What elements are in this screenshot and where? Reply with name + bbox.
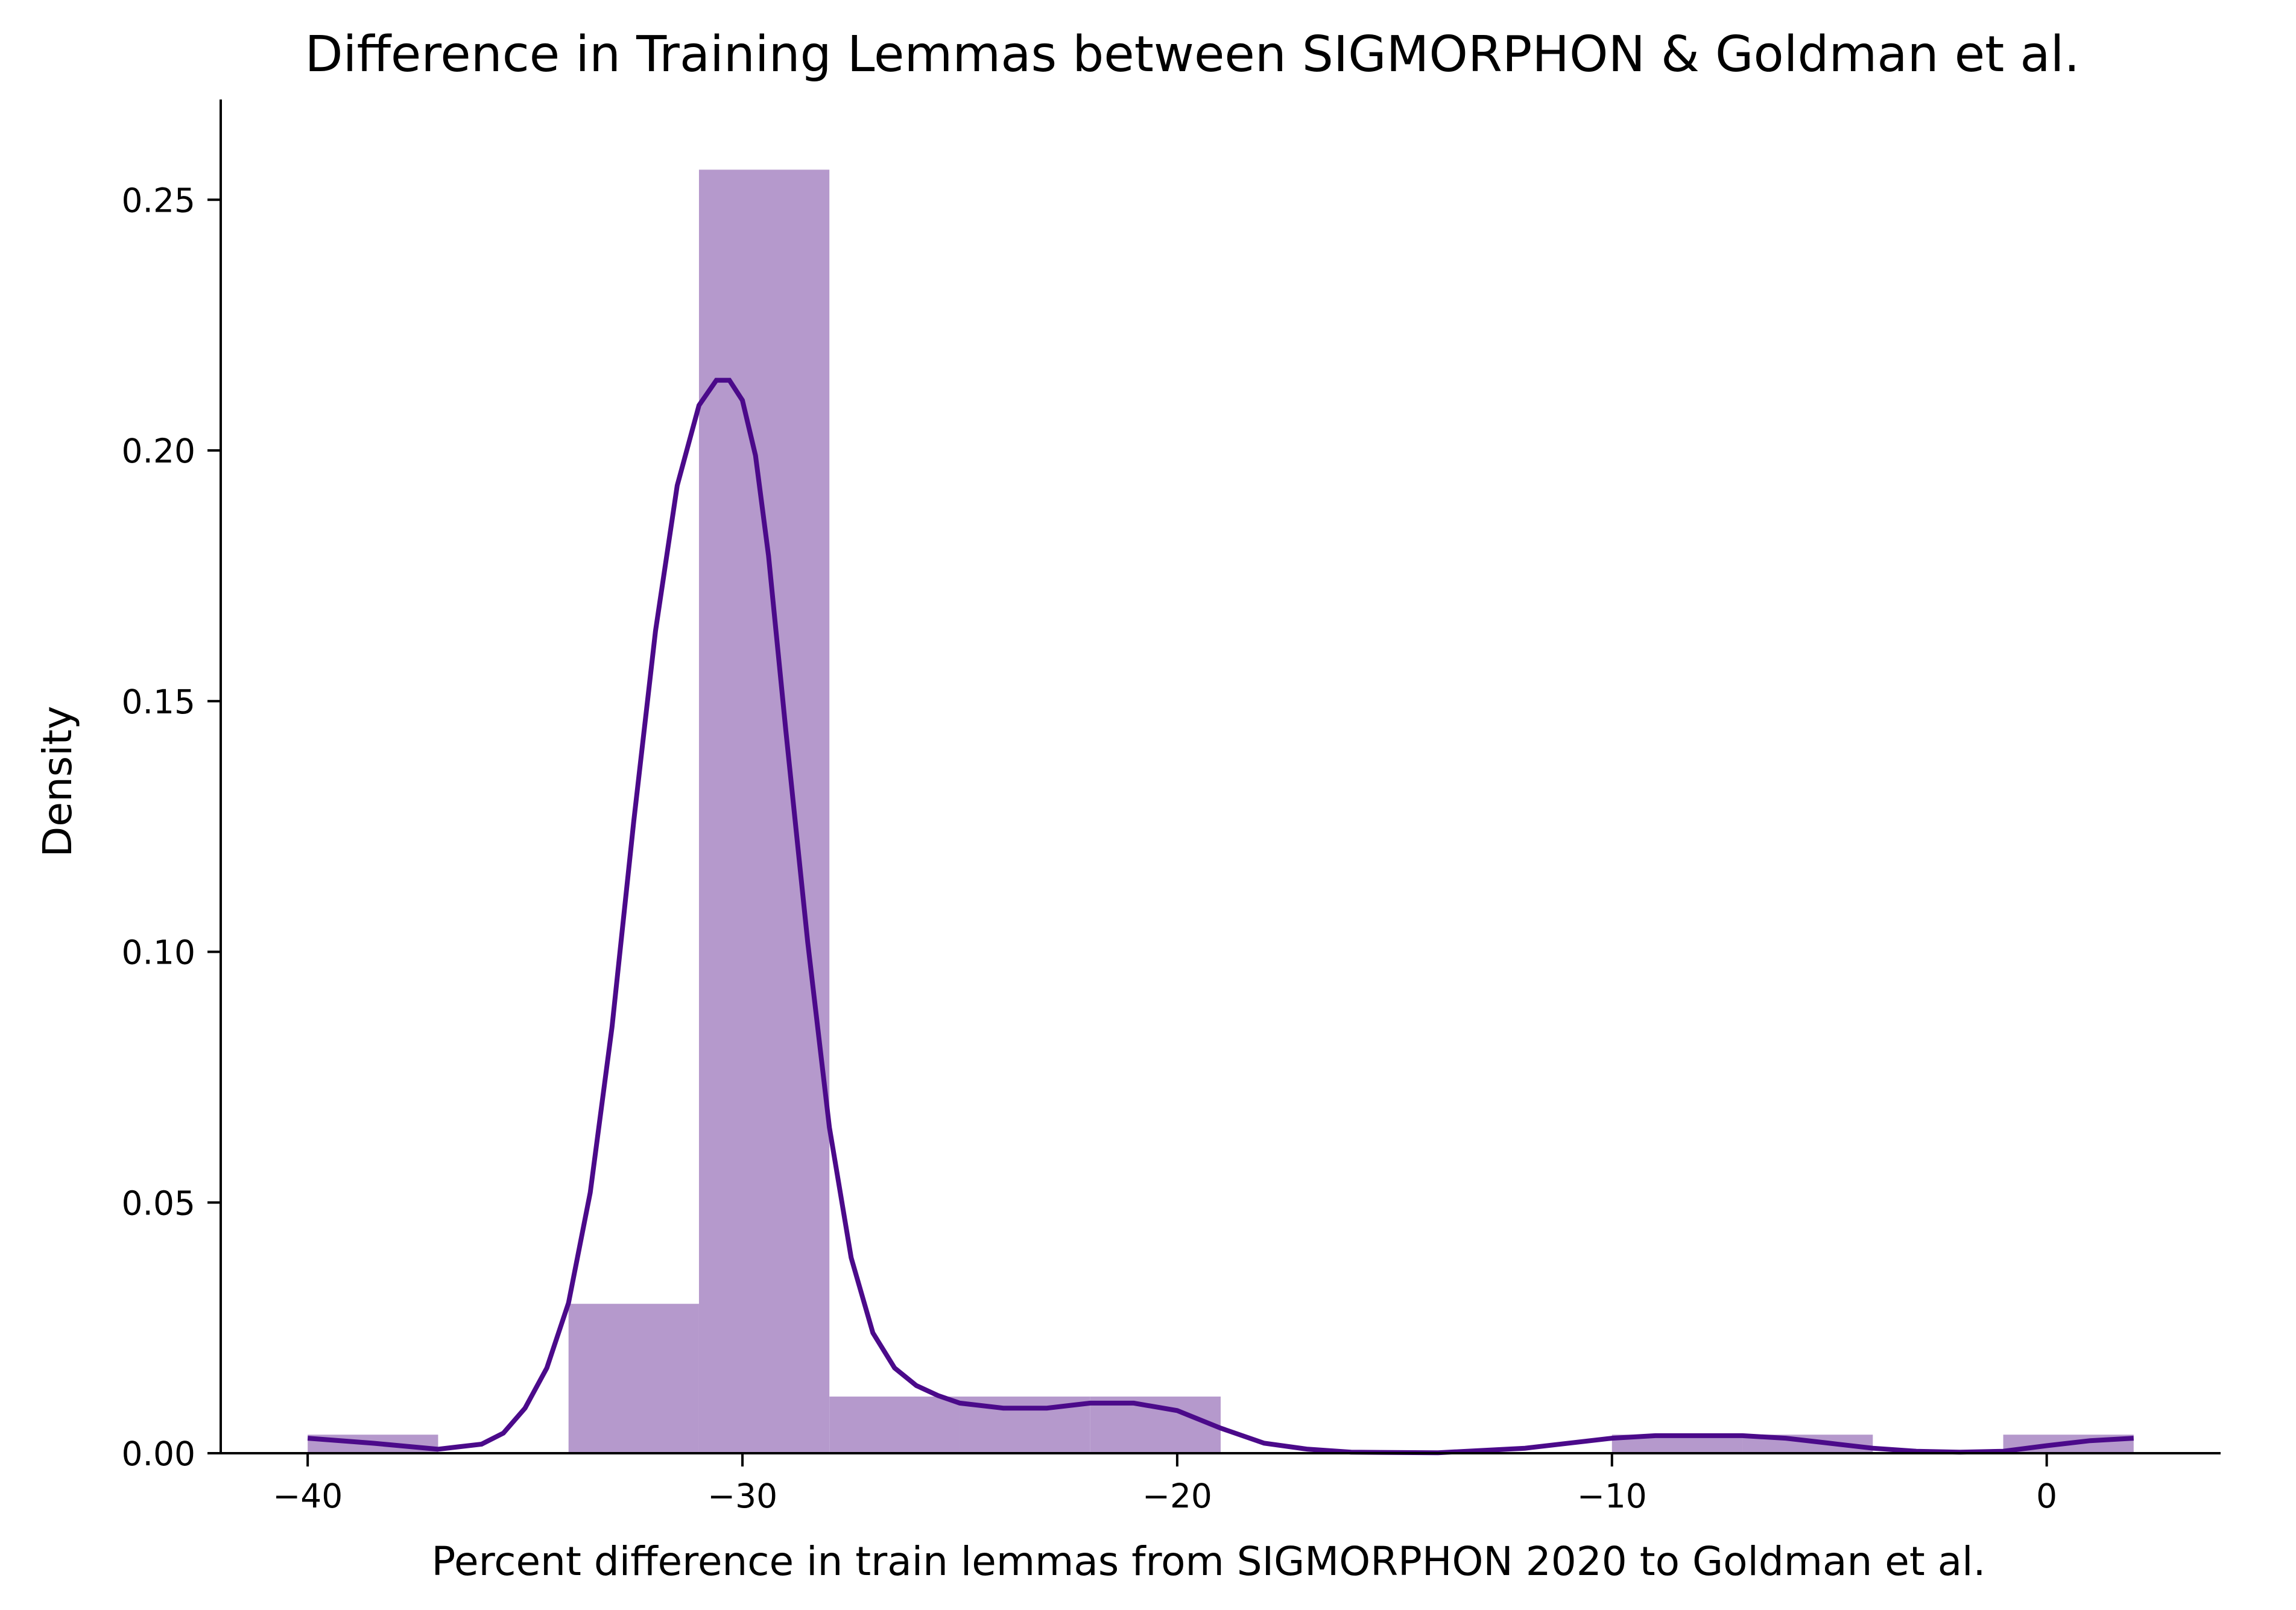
kde-curve: [307, 377, 2134, 1456]
y-tick-label: 0.25: [122, 181, 195, 219]
histogram-bar: [698, 169, 830, 1453]
y-tick-label: 0.15: [122, 683, 195, 721]
histogram-bar: [568, 1304, 699, 1453]
x-ticks: −40 −30 −20 −10 0: [273, 1453, 2057, 1515]
y-tick-label: 0.20: [122, 432, 195, 470]
y-tick-label: 0.10: [122, 933, 195, 972]
histogram-bar: [829, 1397, 960, 1453]
y-ticks: 0.00 0.05 0.10 0.15 0.20 0.25: [122, 181, 221, 1473]
x-tick-label: −10: [1577, 1477, 1647, 1515]
histogram-bars: [308, 169, 2134, 1453]
y-tick-label: 0.05: [122, 1184, 195, 1222]
x-tick-label: −20: [1142, 1477, 1212, 1515]
chart-title: Difference in Training Lemmas between SI…: [305, 26, 2080, 83]
y-axis-label: Density: [34, 706, 81, 857]
x-tick-label: −30: [707, 1477, 777, 1515]
x-axis-label: Percent difference in train lemmas from …: [432, 1538, 1986, 1585]
x-tick-label: −40: [273, 1477, 343, 1515]
y-tick-label: 0.00: [122, 1435, 195, 1473]
x-tick-label: 0: [2036, 1477, 2057, 1515]
